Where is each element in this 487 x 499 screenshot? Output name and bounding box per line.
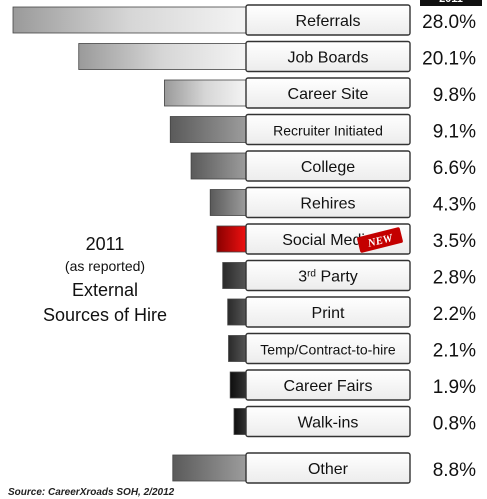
category-label-temp-contract-to-hire: Temp/Contract-to-hire (260, 342, 396, 358)
category-box-career-site (245, 77, 411, 109)
bars-group (12, 6, 247, 482)
value-label-walk-ins: 0.8% (433, 414, 476, 435)
category-label-rehires: Rehires (300, 196, 355, 213)
category-label-job-boards: Job Boards (288, 50, 369, 67)
value-label-rehires: 4.3% (433, 195, 476, 216)
category-box-college (245, 150, 411, 182)
title-year: 2011 (85, 234, 125, 254)
category-box-other (245, 452, 411, 484)
category-label-other: Other (308, 461, 349, 478)
bar-career-fairs (229, 371, 247, 399)
new-badge: NEW (357, 227, 403, 253)
title-sub: Sources of Hire (42, 305, 168, 325)
chart-title: 2011 (as reported) External Sources of H… (20, 233, 190, 327)
value-label-recruiter-initiated: 9.1% (433, 122, 476, 143)
category-label-college: College (301, 159, 355, 176)
bar-temp-contract-to-hire (228, 335, 247, 362)
value-label-referrals: 28.0% (422, 12, 476, 33)
category-label-career-fairs: Career Fairs (284, 378, 373, 395)
value-label-print: 2.2% (433, 304, 476, 325)
title-main: External (71, 280, 139, 300)
value-label-career-site: 9.8% (433, 85, 476, 106)
title-note: (as reported) (64, 258, 146, 274)
source-note: Source: CareerXroads SOH, 2/2012 (8, 487, 175, 498)
category-box-walk-ins (245, 405, 411, 438)
category-box-career-fairs (245, 369, 411, 401)
category-label-referrals: Referrals (296, 13, 361, 30)
bar-other (172, 454, 247, 482)
bar-walk-ins (233, 408, 247, 435)
bar-rehires (209, 189, 247, 216)
bar-job-boards (78, 43, 247, 70)
category-box-referrals (245, 4, 411, 36)
category-box-rehires (245, 186, 411, 219)
bar-recruiter-initiated (169, 116, 247, 143)
value-label-temp-contract-to-hire: 2.1% (433, 341, 476, 362)
value-label-3rd-party: 2.8% (433, 268, 476, 289)
new-badge-bg (357, 227, 403, 253)
category-label-walk-ins: Walk-ins (298, 415, 359, 432)
category-box-temp-contract-to-hire (245, 332, 411, 365)
value-labels-group: 28.0% 20.1% 9.8% 9.1% 6.6% 4.3% 3.5% 2.8% 2.2% 2.… (422, 12, 476, 481)
value-label-career-fairs: 1.9% (433, 377, 476, 398)
value-label-college: 6.6% (433, 158, 476, 179)
value-label-job-boards: 20.1% (422, 49, 476, 70)
category-label-social-media: Social Media (282, 232, 374, 249)
category-label-print: Print (312, 305, 345, 322)
category-box-3rd-party (245, 259, 411, 292)
bar-career-site (164, 79, 247, 107)
bar-social-media (216, 225, 247, 253)
category-box-job-boards (245, 40, 411, 73)
category-box-print (245, 296, 411, 328)
category-boxes-group: Referrals Job Boards Career Site Recruiter … (245, 4, 411, 484)
header-tab: 2011 (420, 0, 482, 6)
category-label-recruiter-initiated: Recruiter Initiated (273, 123, 383, 139)
category-box-recruiter-initiated (245, 113, 411, 146)
bar-print (227, 298, 247, 326)
value-label-other: 8.8% (433, 460, 476, 481)
bar-college (190, 152, 247, 180)
bar-referrals (12, 6, 247, 34)
value-label-social-media: 3.5% (433, 231, 476, 252)
category-label-career-site: Career Site (288, 86, 369, 103)
bar-3rd-party (222, 262, 247, 289)
